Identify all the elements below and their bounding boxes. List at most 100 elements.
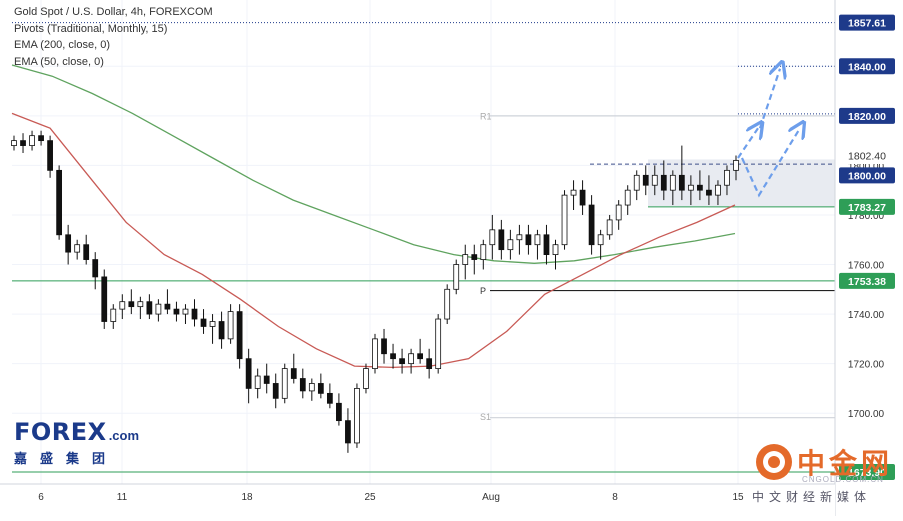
candle bbox=[182, 304, 189, 324]
price-tick-label: 1700.00 bbox=[848, 409, 885, 420]
candle bbox=[426, 348, 433, 379]
time-tick-label: 6 bbox=[38, 492, 44, 503]
candles bbox=[11, 130, 739, 453]
svg-text:1820.00: 1820.00 bbox=[848, 111, 886, 123]
candle bbox=[317, 373, 324, 399]
candle bbox=[47, 135, 53, 178]
candle bbox=[660, 160, 667, 201]
price-tag: 1673.90 bbox=[839, 464, 895, 480]
grid-lines bbox=[12, 0, 835, 484]
candle bbox=[119, 294, 126, 320]
candle bbox=[200, 309, 207, 334]
cngold-subtitle: 中文财经新媒体 bbox=[752, 490, 872, 504]
candle bbox=[417, 338, 424, 364]
chart-legend: Gold Spot / U.S. Dollar, 4h, FOREXCOM Pi… bbox=[14, 4, 213, 70]
pivot-label-r1: R1 bbox=[480, 111, 492, 121]
price-tick-label: 1720.00 bbox=[848, 360, 885, 371]
candle bbox=[399, 348, 405, 374]
resistance-zone bbox=[648, 159, 835, 207]
candle bbox=[697, 170, 703, 201]
projection-arrow-target bbox=[758, 69, 780, 129]
price-tag: 1820.00 bbox=[839, 107, 895, 124]
candle bbox=[579, 180, 586, 215]
price-axis[interactable]: 1700.00 1720.00 1740.00 1760.00 1780.00 1800.… bbox=[834, 0, 903, 516]
price-tag: 1840.00 bbox=[839, 58, 895, 75]
price-tag: 1800.00 bbox=[839, 167, 895, 184]
candle bbox=[164, 289, 171, 315]
candle bbox=[20, 133, 26, 154]
candle bbox=[534, 229, 541, 260]
cngold-site: CNGOLD.COM.CN bbox=[802, 475, 884, 484]
svg-text:1673.90: 1673.90 bbox=[848, 467, 886, 479]
legend-pivots[interactable]: Pivots (Traditional, Monthly, 15) bbox=[14, 22, 168, 35]
forex-logo-cn: 嘉盛集团 bbox=[14, 452, 119, 467]
candle bbox=[299, 368, 306, 399]
candle bbox=[173, 301, 180, 322]
forex-logo-suffix: .com bbox=[108, 428, 140, 443]
candle bbox=[390, 343, 396, 369]
candle bbox=[354, 383, 360, 448]
legend-ema-200[interactable]: EMA (200, close, 0) bbox=[14, 39, 110, 51]
forex-logo-mark: FOREX bbox=[14, 418, 107, 446]
candle bbox=[128, 289, 135, 315]
candle bbox=[155, 299, 162, 322]
candle bbox=[615, 200, 622, 230]
candle bbox=[733, 155, 739, 181]
svg-text:1753.38: 1753.38 bbox=[848, 276, 886, 288]
candle bbox=[56, 165, 63, 240]
candle bbox=[561, 190, 568, 250]
candle bbox=[263, 363, 270, 394]
price-tick-label: 1780.00 bbox=[848, 211, 885, 222]
candle bbox=[372, 333, 378, 374]
price-tag: 1802.40 bbox=[838, 146, 896, 164]
price-tick-label: 1760.00 bbox=[848, 261, 885, 272]
candle bbox=[281, 363, 288, 404]
candle bbox=[507, 229, 514, 260]
candle bbox=[345, 408, 351, 453]
candle bbox=[543, 224, 550, 265]
candle bbox=[218, 311, 225, 349]
candle bbox=[272, 373, 279, 409]
legend-ema-50[interactable]: EMA (50, close, 0) bbox=[14, 55, 104, 68]
time-tick-label: 25 bbox=[364, 492, 376, 503]
candle bbox=[146, 294, 153, 320]
candle bbox=[236, 304, 243, 369]
candle bbox=[254, 368, 261, 399]
candle bbox=[308, 378, 315, 401]
candle bbox=[471, 244, 478, 275]
candle bbox=[101, 269, 108, 329]
candle bbox=[706, 175, 712, 206]
price-tag: 1783.27 bbox=[839, 198, 895, 215]
svg-text:1783.27: 1783.27 bbox=[848, 202, 886, 214]
candle bbox=[597, 229, 604, 260]
cngold-coin-icon bbox=[756, 444, 792, 480]
price-tag: 1857.61 bbox=[839, 14, 895, 31]
candle bbox=[408, 348, 414, 374]
candle bbox=[444, 284, 451, 324]
svg-text:1802.40: 1802.40 bbox=[848, 150, 886, 162]
candle bbox=[209, 314, 216, 344]
candle bbox=[74, 239, 81, 260]
candle bbox=[715, 180, 721, 206]
candle bbox=[498, 219, 505, 260]
candle bbox=[724, 165, 730, 196]
candle bbox=[480, 239, 487, 270]
candle bbox=[678, 145, 685, 201]
candle bbox=[326, 383, 333, 409]
candle bbox=[137, 296, 144, 320]
legend-title[interactable]: Gold Spot / U.S. Dollar, 4h, FOREXCOM bbox=[14, 6, 213, 18]
pivot-label-s1: S1 bbox=[480, 412, 491, 422]
ema-50-line bbox=[11, 112, 736, 369]
time-axis[interactable]: 6 11 18 25 Aug 8 15 bbox=[0, 483, 835, 516]
candle bbox=[92, 252, 99, 290]
time-tick-label: 8 bbox=[612, 492, 618, 503]
candle bbox=[552, 239, 559, 270]
candle bbox=[489, 214, 496, 260]
projection-arrow-breakout bbox=[737, 128, 758, 159]
candle bbox=[516, 224, 523, 255]
candle bbox=[588, 195, 595, 255]
candle bbox=[110, 304, 117, 329]
time-tick-label: Aug bbox=[482, 492, 500, 503]
